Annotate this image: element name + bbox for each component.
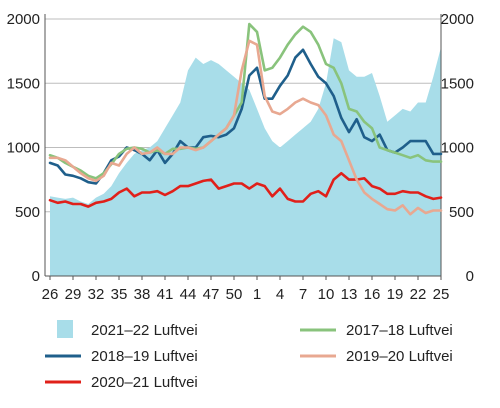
y-tick-label-right-3: 1500 bbox=[441, 75, 474, 92]
x-tick-label-15: 19 bbox=[387, 286, 404, 303]
x-tick-label-1: 29 bbox=[65, 286, 82, 303]
x-tick-label-17: 25 bbox=[433, 286, 450, 303]
y-tick-label-right-0: 0 bbox=[466, 268, 474, 285]
y-tick-label-left-2: 1000 bbox=[7, 140, 40, 157]
line-series-1 bbox=[48, 171, 443, 208]
y-tick-label-right-4: 2000 bbox=[441, 11, 474, 28]
x-axis: 26 29 32 35 38 41 44 47 50 1 4 7 10 13 16 19 22 25 bbox=[42, 275, 450, 303]
x-tick-label-4: 38 bbox=[134, 286, 151, 303]
line-series-2 bbox=[48, 22, 443, 180]
y-tick-label-left-1: 500 bbox=[15, 204, 40, 221]
x-tick-label-7: 47 bbox=[203, 286, 220, 303]
x-tick-label-3: 35 bbox=[111, 286, 128, 303]
legend-label-4: 2020–21 Luftvei bbox=[91, 374, 198, 391]
area-series-0 bbox=[50, 38, 441, 276]
y-axis-left: 0 500 1000 1500 2000 bbox=[7, 11, 46, 285]
x-tick-label-0: 26 bbox=[42, 286, 59, 303]
x-tick-label-6: 44 bbox=[180, 286, 197, 303]
legend-label-1: 2017–18 Luftvei bbox=[346, 322, 453, 339]
legend-label-0: 2021–22 Luftvei bbox=[91, 322, 198, 339]
y-tick-label-left-3: 1500 bbox=[7, 75, 40, 92]
x-tick-label-8: 50 bbox=[226, 286, 243, 303]
y-tick-label-left-0: 0 bbox=[32, 268, 40, 285]
x-tick-label-14: 16 bbox=[364, 286, 381, 303]
x-tick-label-10: 4 bbox=[276, 286, 284, 303]
y-tick-label-right-2: 1000 bbox=[441, 140, 474, 157]
line-series bbox=[48, 22, 443, 216]
x-tick-label-2: 32 bbox=[88, 286, 105, 303]
x-tick-label-12: 10 bbox=[318, 286, 335, 303]
legend-label-2: 2018–19 Luftvei bbox=[91, 348, 198, 365]
area-series bbox=[50, 38, 441, 276]
x-tick-label-16: 22 bbox=[410, 286, 427, 303]
x-tick-label-13: 13 bbox=[341, 286, 358, 303]
legend-label-3: 2019–20 Luftvei bbox=[346, 348, 453, 365]
x-tick-label-11: 7 bbox=[299, 286, 307, 303]
x-tick-label-9: 1 bbox=[253, 286, 261, 303]
y-tick-label-left-4: 2000 bbox=[7, 11, 40, 28]
legend-swatch-0 bbox=[57, 320, 73, 338]
legend: 2021–22 Luftvei 2017–18 Luftvei 2018–19 Lu… bbox=[45, 320, 453, 391]
y-axis-right: 0 500 1000 1500 2000 bbox=[440, 11, 474, 285]
y-tick-label-right-1: 500 bbox=[449, 204, 474, 221]
x-tick-label-5: 41 bbox=[157, 286, 174, 303]
line-series-3 bbox=[48, 39, 443, 216]
